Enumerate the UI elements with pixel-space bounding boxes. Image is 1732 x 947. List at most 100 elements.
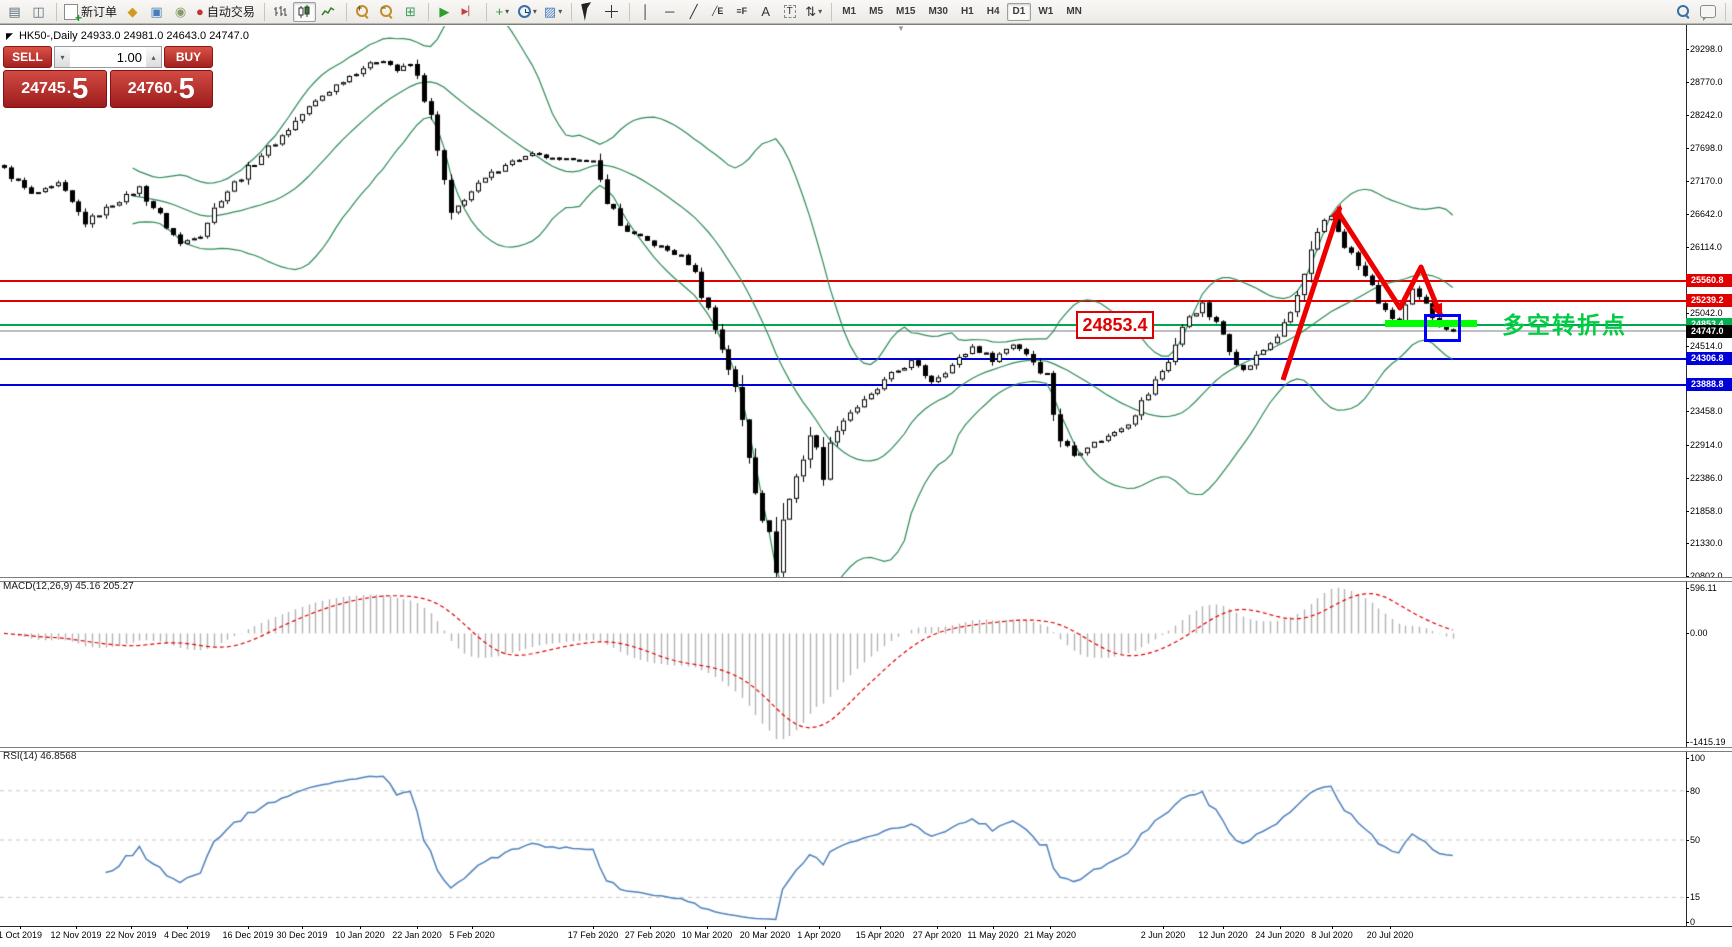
zoom-out-button[interactable]: − (375, 2, 398, 22)
bar-chart-mode-button[interactable] (269, 2, 292, 22)
volume-input[interactable] (70, 47, 146, 67)
macd-separator[interactable] (0, 577, 1732, 582)
chat-icon (1699, 5, 1716, 21)
metaeditor-button[interactable]: ◆ (121, 2, 144, 22)
horizontal-line-button[interactable]: ─ (658, 2, 681, 22)
volume-increase-button[interactable]: ▴ (146, 47, 161, 67)
buy-price-display[interactable]: 24760. 5 (109, 70, 213, 108)
sell-button[interactable]: SELL (3, 46, 52, 68)
main-chart-canvas[interactable] (0, 26, 1686, 578)
date-label: 30 Dec 2019 (276, 930, 328, 940)
highlight-bar[interactable] (1385, 320, 1477, 327)
timeframe-mn-button[interactable]: MN (1066, 6, 1082, 17)
chart-profiles-button[interactable]: ◫ (27, 2, 50, 22)
new-chart-button[interactable]: ▤ (3, 2, 26, 22)
macd-chart-canvas[interactable] (0, 580, 1686, 748)
chat-button[interactable] (1696, 2, 1719, 22)
blue-rectangle-annotation[interactable] (1424, 314, 1461, 342)
search-icon (1677, 5, 1690, 19)
date-label: 21 May 2020 (1023, 930, 1077, 940)
market-watch-button[interactable]: ▣ (145, 2, 168, 22)
timeframe-m30-button[interactable]: M30 (928, 6, 948, 17)
date-tick-mark (819, 926, 820, 929)
price-tick-label: 22914.0 (1690, 440, 1723, 450)
turning-point-text[interactable]: 多空转折点 (1502, 312, 1627, 338)
crosshair-icon (605, 5, 619, 18)
chevron-down-icon: ▾ (558, 7, 563, 16)
date-label: 20 Mar 2020 (739, 930, 791, 940)
volume-decrease-button[interactable]: ▾ (55, 47, 70, 67)
alerts-icon: ◉ (174, 4, 187, 19)
price-tick-mark (1686, 213, 1689, 215)
equidistant-channel-button[interactable]: ╱E (706, 2, 729, 22)
fibonacci-button[interactable]: ≡F (730, 2, 753, 22)
new-chart-icon: ▤ (8, 4, 21, 19)
new-order-button[interactable]: + 新订单 (61, 2, 120, 24)
vertical-line-button[interactable]: │ (634, 2, 657, 22)
rsi-chart-canvas[interactable] (0, 750, 1686, 926)
price-axis[interactable] (1686, 25, 1732, 926)
price-tick-mark (1686, 543, 1689, 545)
rsi-axis-label: 0 (1690, 917, 1696, 927)
alerts-button[interactable]: ◉ (169, 2, 192, 22)
text-button[interactable]: A (754, 2, 777, 22)
timeframe-m5-button[interactable]: M5 (869, 6, 884, 17)
price-level-label: 23888.8 (1686, 378, 1732, 392)
date-label: 1 Apr 2020 (797, 930, 841, 940)
cursor-button[interactable] (576, 2, 599, 22)
chevron-down-icon: ▾ (505, 7, 510, 16)
date-label: 22 Nov 2019 (105, 930, 157, 940)
timeframe-w1-button[interactable]: W1 (1038, 6, 1054, 17)
price-callout-label[interactable]: 24853.4 (1076, 311, 1154, 339)
one-click-trading-panel: SELL ▾ ▴ BUY 24745.5 24760.5 (3, 46, 213, 108)
periods-button[interactable]: ▾ (515, 2, 540, 22)
text-label-button[interactable]: T (778, 2, 801, 22)
timeframe-h4-button[interactable]: H4 (986, 6, 1000, 17)
sell-price-display[interactable]: 24745. 5 (3, 70, 107, 108)
toolbar-separator (482, 2, 487, 21)
date-label: 27 Feb 2020 (624, 930, 676, 940)
chevron-down-icon: ▾ (818, 7, 823, 16)
timeframe-m1-button[interactable]: M1 (842, 6, 857, 17)
templates-button[interactable]: ▨ ▾ (541, 2, 565, 22)
indicators-button[interactable]: + ▾ (491, 2, 514, 22)
chart-shift-button[interactable]: ▶▏ (457, 2, 480, 22)
timeframe-h1-button[interactable]: H1 (960, 6, 974, 17)
date-tick-mark (880, 926, 881, 929)
date-axis-line (0, 926, 1732, 927)
line-chart-mode-button[interactable] (317, 2, 340, 22)
chart-symbol-icon: ◤ (6, 31, 13, 41)
buy-button[interactable]: BUY (164, 46, 213, 68)
candlestick-mode-button[interactable] (292, 1, 316, 22)
date-tick-mark (1163, 926, 1164, 929)
macd-tick-mark (1686, 587, 1689, 589)
date-tick-mark (1223, 926, 1224, 929)
price-tick-label: 20802.0 (1690, 571, 1723, 581)
timeframe-m15-button[interactable]: M15 (896, 6, 916, 17)
search-button[interactable] (1672, 2, 1695, 22)
price-tick-label: 24514.0 (1690, 340, 1723, 351)
date-label: 15 Apr 2020 (855, 930, 905, 940)
tile-windows-button[interactable]: ⊞ (399, 2, 422, 22)
trend-line-button[interactable]: ╱ (682, 2, 705, 22)
crosshair-button[interactable] (600, 2, 623, 22)
date-label: 1 Oct 2019 (0, 930, 43, 940)
price-tick-label: 22386.0 (1690, 472, 1723, 483)
fibonacci-icon: ≡F (736, 6, 748, 16)
toolbar-separator (52, 2, 57, 21)
toolbar-separator (1721, 2, 1726, 21)
new-order-label: 新订单 (81, 5, 118, 19)
window-splitter-handle[interactable]: ▼ (897, 24, 905, 33)
price-tick-label: 26114.0 (1690, 241, 1722, 252)
arrows-button[interactable]: ⇅ ▾ (802, 2, 825, 22)
auto-scroll-button[interactable]: ▶ (433, 2, 456, 22)
timeframe-d1-button[interactable]: D1 (1006, 2, 1032, 21)
auto-trading-button[interactable]: ● 自动交易 (193, 2, 258, 22)
toolbar-separator (342, 2, 347, 21)
date-tick-mark (993, 926, 994, 929)
price-tick-label: 26642.0 (1690, 208, 1723, 219)
zoom-in-button[interactable]: + (351, 2, 374, 22)
chart-profiles-icon: ◫ (32, 4, 45, 19)
rsi-separator[interactable] (0, 747, 1732, 752)
